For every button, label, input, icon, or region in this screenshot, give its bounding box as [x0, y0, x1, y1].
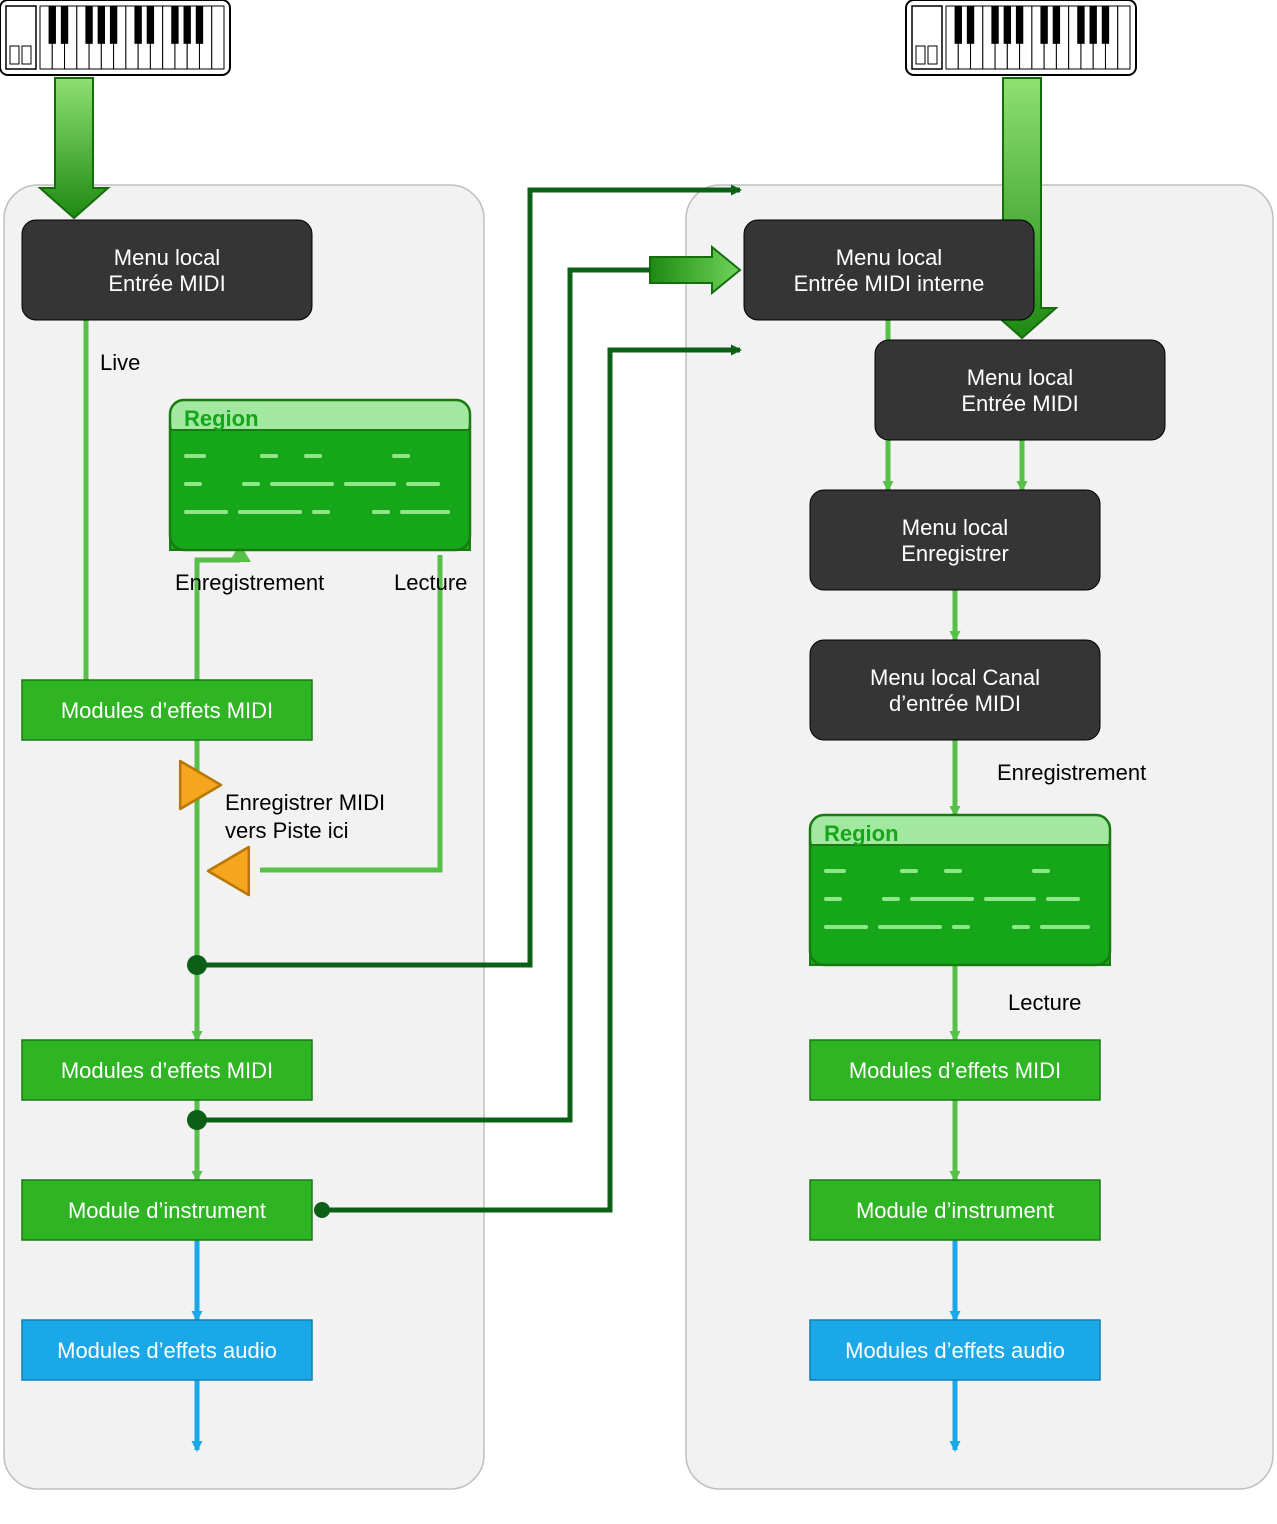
- n-midi-fx-r-line-0: Modules d’effets MIDI: [849, 1058, 1061, 1083]
- tap-2: [187, 1110, 207, 1130]
- lbl-lecture-r: Lecture: [1008, 990, 1081, 1015]
- n-menu-entree-midi-r-line-1: Entrée MIDI: [961, 391, 1078, 416]
- n-menu-entree-midi-l-line-0: Menu local: [114, 245, 220, 270]
- region-l: Region: [170, 400, 470, 550]
- lbl-enreg-midi-2: vers Piste ici: [225, 818, 348, 843]
- n-menu-canal-line-0: Menu local Canal: [870, 665, 1040, 690]
- lbl-live: Live: [100, 350, 140, 375]
- lbl-enreg-midi-1: Enregistrer MIDI: [225, 790, 385, 815]
- arrow-kbd-left: [40, 78, 108, 218]
- n-instrument-r-line-0: Module d’instrument: [856, 1198, 1054, 1223]
- n-menu-enregistrer-line-0: Menu local: [902, 515, 1008, 540]
- region-l-label: Region: [184, 406, 259, 431]
- n-audio-fx-l: Modules d’effets audio: [22, 1320, 312, 1380]
- region-r: Region: [810, 815, 1110, 965]
- n-instrument-r: Module d’instrument: [810, 1180, 1100, 1240]
- n-audio-fx-r-line-0: Modules d’effets audio: [845, 1338, 1065, 1363]
- n-menu-interne: Menu localEntrée MIDI interne: [744, 220, 1034, 320]
- n-midi-fx-2: Modules d’effets MIDI: [22, 1040, 312, 1100]
- n-menu-enregistrer-line-1: Enregistrer: [901, 541, 1009, 566]
- lbl-enreg-r: Enregistrement: [997, 760, 1146, 785]
- n-menu-enregistrer: Menu localEnregistrer: [810, 490, 1100, 590]
- kbd-right: [906, 0, 1136, 75]
- n-midi-fx-1-line-0: Modules d’effets MIDI: [61, 698, 273, 723]
- n-menu-entree-midi-l: Menu localEntrée MIDI: [22, 220, 312, 320]
- n-menu-interne-line-1: Entrée MIDI interne: [794, 271, 985, 296]
- n-menu-entree-midi-r: Menu localEntrée MIDI: [875, 340, 1165, 440]
- n-instrument-l-line-0: Module d’instrument: [68, 1198, 266, 1223]
- n-menu-canal: Menu local Canald’entrée MIDI: [810, 640, 1100, 740]
- lbl-lecture-l: Lecture: [394, 570, 467, 595]
- n-menu-entree-midi-l-line-1: Entrée MIDI: [108, 271, 225, 296]
- tap-3: [314, 1202, 330, 1218]
- n-audio-fx-r: Modules d’effets audio: [810, 1320, 1100, 1380]
- n-instrument-l: Module d’instrument: [22, 1180, 312, 1240]
- lbl-enreg-l: Enregistrement: [175, 570, 324, 595]
- n-midi-fx-r: Modules d’effets MIDI: [810, 1040, 1100, 1100]
- tap-1: [187, 955, 207, 975]
- n-midi-fx-2-line-0: Modules d’effets MIDI: [61, 1058, 273, 1083]
- region-r-label: Region: [824, 821, 899, 846]
- n-menu-canal-line-1: d’entrée MIDI: [889, 691, 1021, 716]
- n-midi-fx-1: Modules d’effets MIDI: [22, 680, 312, 740]
- n-menu-entree-midi-r-line-0: Menu local: [967, 365, 1073, 390]
- n-menu-interne-line-0: Menu local: [836, 245, 942, 270]
- kbd-left: [0, 0, 230, 75]
- n-audio-fx-l-line-0: Modules d’effets audio: [57, 1338, 277, 1363]
